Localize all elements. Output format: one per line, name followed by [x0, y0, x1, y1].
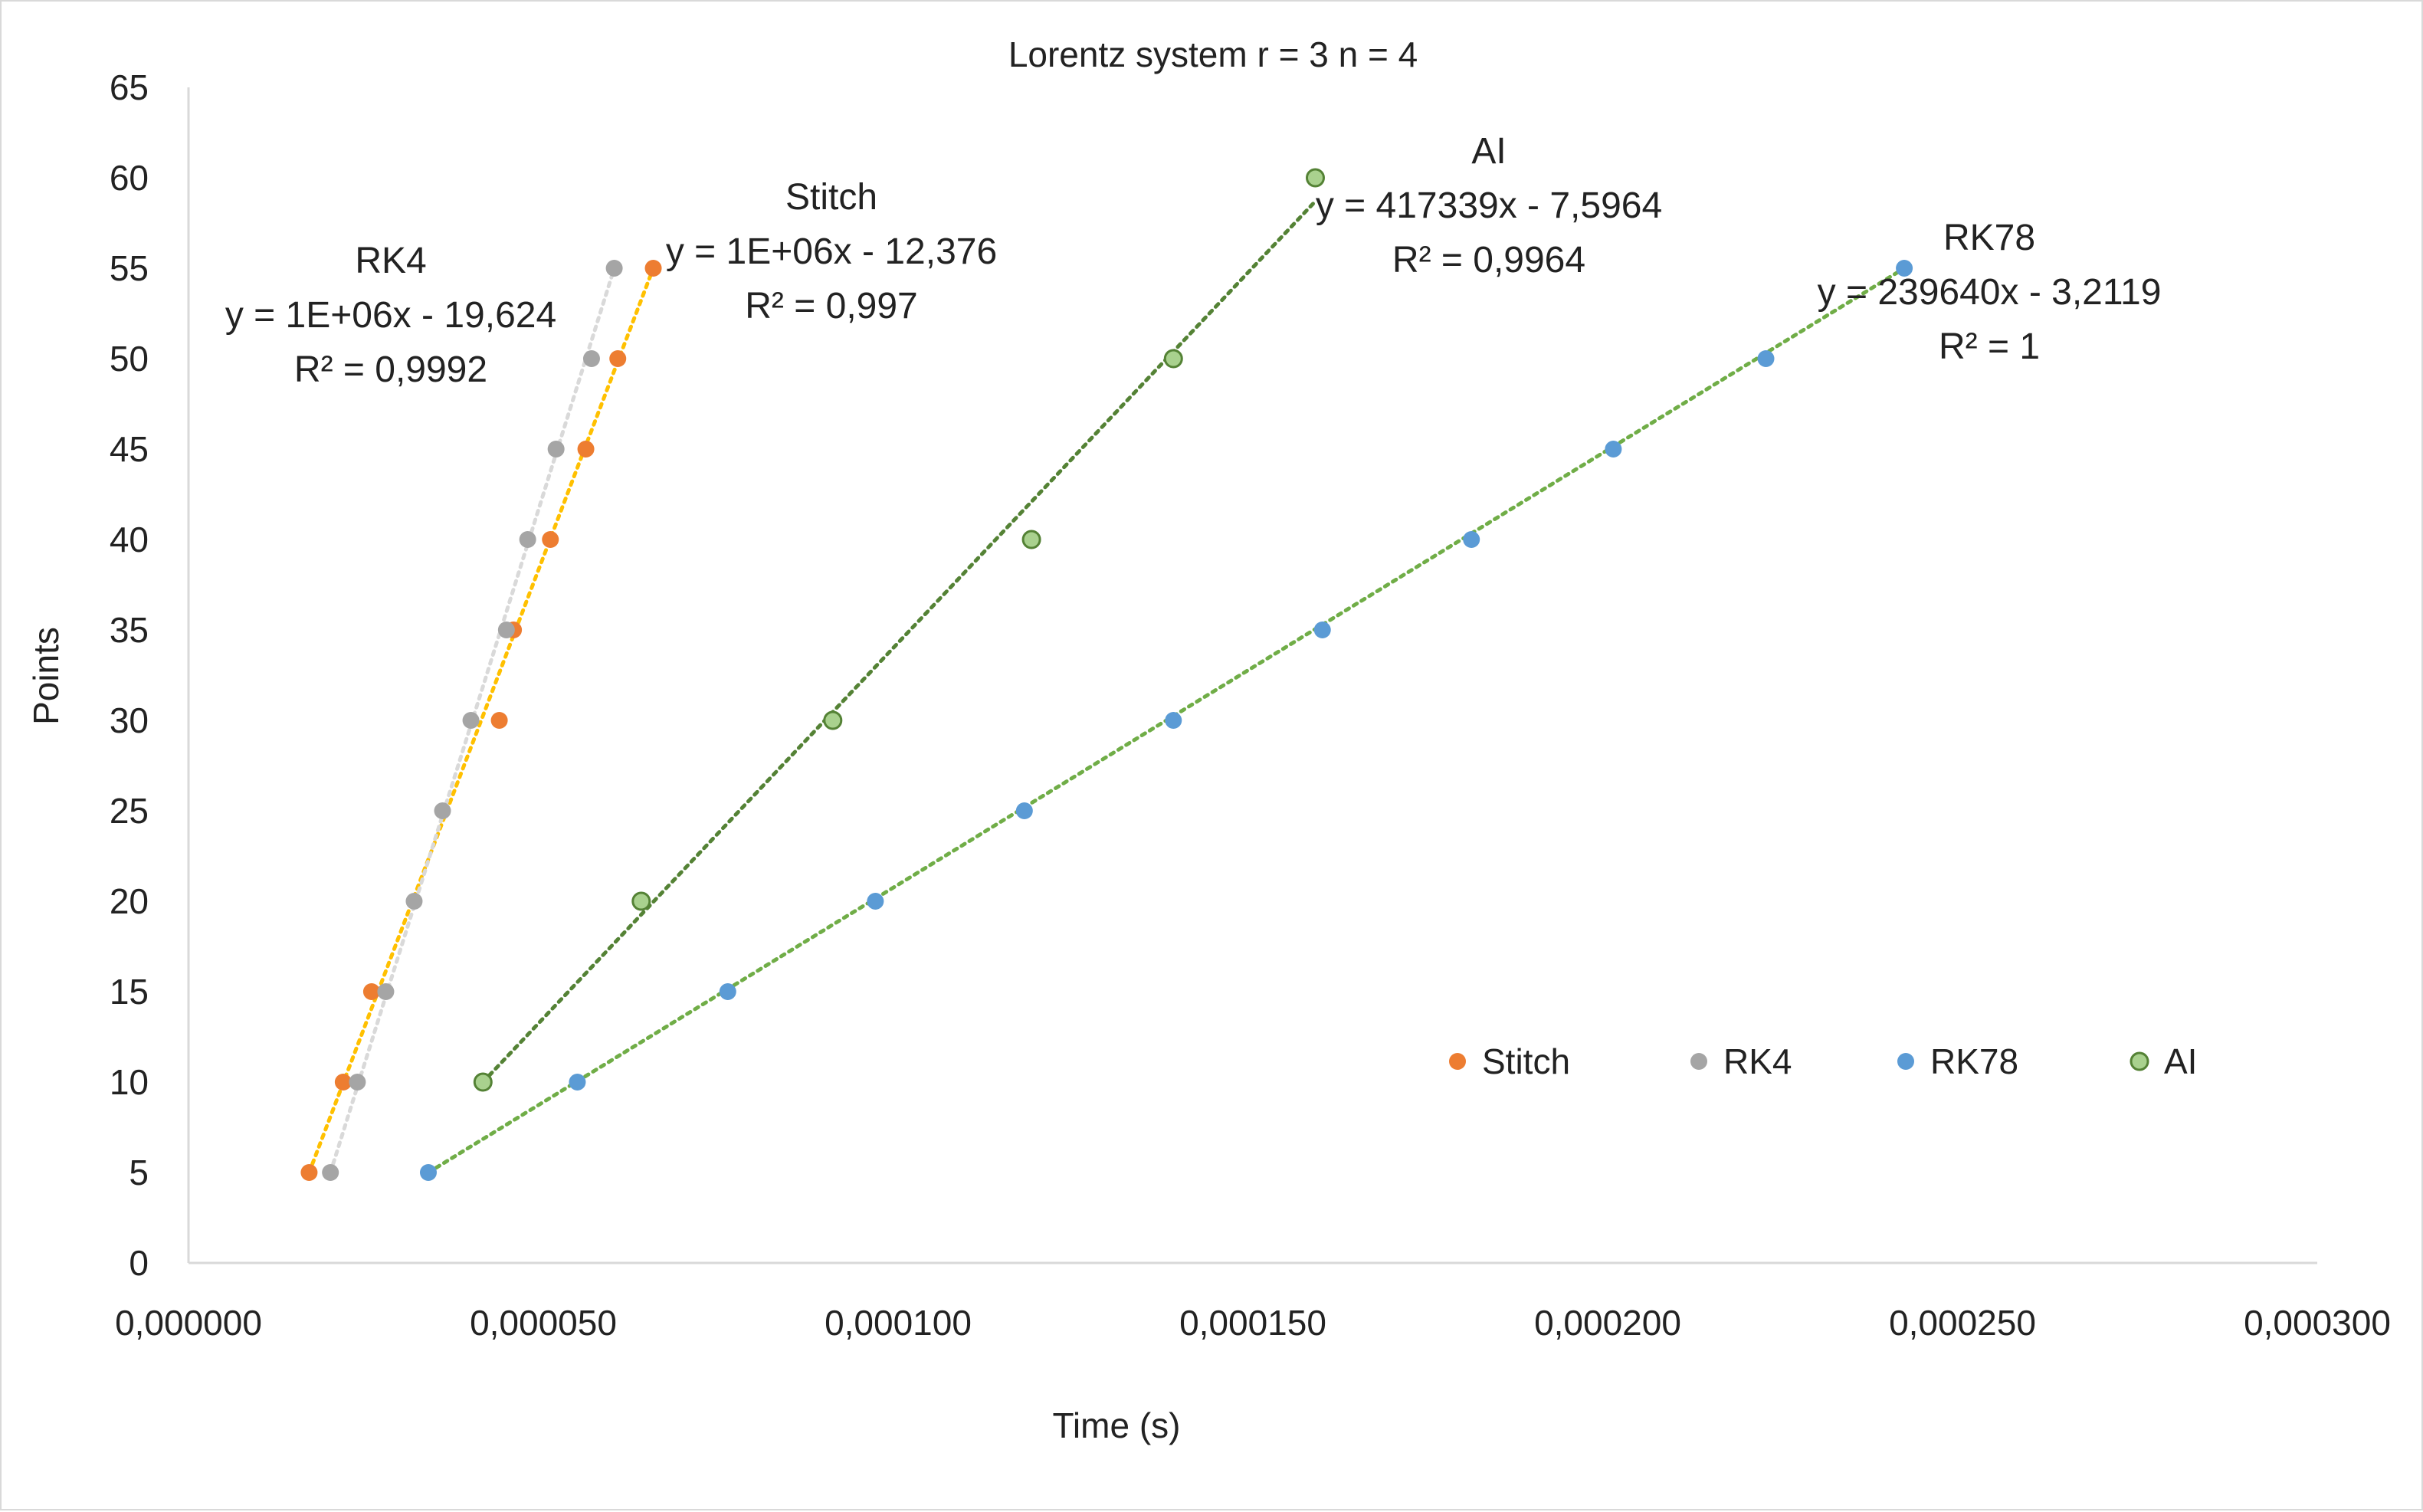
point-rk78: [1605, 441, 1622, 458]
legend-label-rk78: RK78: [1930, 1041, 2018, 1081]
point-rk4: [519, 531, 536, 548]
point-ai: [473, 1072, 493, 1092]
y-tick-label: 25: [110, 791, 149, 831]
x-tick-label: 0,000000: [115, 1303, 262, 1343]
trendline-stitch: [307, 266, 656, 1175]
point-rk78: [419, 1164, 437, 1181]
point-rk78: [1165, 712, 1182, 729]
point-rk4: [377, 983, 395, 1000]
point-stitch: [609, 350, 627, 367]
y-tick-label: 45: [110, 429, 149, 469]
data-points: [300, 168, 1913, 1181]
point-rk4: [349, 1074, 366, 1091]
trendlines: [307, 199, 1907, 1175]
point-rk4: [582, 350, 600, 367]
point-stitch: [577, 441, 595, 458]
point-rk4: [605, 260, 623, 277]
x-tick-label: 0,000300: [2244, 1303, 2391, 1343]
point-stitch: [644, 260, 662, 277]
point-ai: [823, 710, 843, 730]
point-rk4: [497, 622, 515, 638]
y-axis-label: Points: [26, 627, 66, 725]
point-stitch: [490, 712, 508, 729]
legend-marker-rk4: [1690, 1053, 1707, 1070]
y-tick-label: 35: [110, 610, 149, 650]
legend-label-ai: AI: [2164, 1041, 2197, 1081]
chart-title: Lorentz system r = 3 n = 4: [1008, 34, 1418, 74]
point-ai: [1305, 168, 1325, 188]
x-tick-label: 0,000050: [470, 1303, 617, 1343]
point-rk78: [719, 983, 736, 1000]
annotation-equation-stitch: y = 1E+06x - 12,376: [666, 231, 997, 272]
y-tick-label: 60: [110, 158, 149, 198]
y-tick-label: 10: [110, 1062, 149, 1102]
point-rk78: [1015, 802, 1033, 819]
legend-marker-ai: [2130, 1051, 2149, 1071]
y-tick-label: 20: [110, 881, 149, 921]
point-rk4: [405, 893, 423, 910]
y-tick-label: 5: [129, 1153, 149, 1192]
y-tick-label: 0: [129, 1243, 149, 1283]
annotation-equation-rk4: y = 1E+06x - 19,624: [225, 295, 556, 336]
point-rk78: [867, 893, 884, 910]
x-axis-label: Time (s): [1053, 1405, 1181, 1445]
legend-marker-stitch: [1449, 1053, 1466, 1070]
point-stitch: [362, 983, 380, 1000]
point-rk4: [462, 712, 480, 729]
annotation-r2-stitch: R² = 0,997: [745, 286, 917, 326]
legend-label-rk4: RK4: [1723, 1041, 1792, 1081]
legend-label-stitch: Stitch: [1482, 1041, 1570, 1081]
y-tick-label: 30: [110, 700, 149, 740]
annotation-equation-ai: y = 417339x - 7,5964: [1316, 185, 1662, 226]
trendline-ai: [480, 199, 1317, 1084]
annotation-equation-rk78: y = 239640x - 3,2119: [1818, 272, 2162, 313]
point-rk4: [434, 802, 451, 819]
annotation-name-stitch: Stitch: [785, 177, 877, 218]
annotation-name-rk4: RK4: [355, 241, 426, 281]
annotation-r2-rk78: R² = 1: [1939, 326, 2040, 367]
point-rk78: [1896, 260, 1913, 277]
point-rk4: [547, 441, 565, 458]
y-tick-label: 40: [110, 520, 149, 559]
point-rk78: [1463, 531, 1480, 548]
annotation-r2-ai: R² = 0,9964: [1392, 240, 1585, 280]
point-ai: [631, 891, 651, 911]
y-tick-label: 55: [110, 248, 149, 288]
point-ai: [1021, 530, 1041, 549]
x-tick-label: 0,000200: [1534, 1303, 1681, 1343]
x-tick-label: 0,000250: [1889, 1303, 2036, 1343]
y-tick-label: 15: [110, 972, 149, 1012]
annotation-r2-rk4: R² = 0,9992: [294, 349, 487, 390]
annotation-name-rk78: RK78: [1943, 218, 2035, 258]
legend: Stitch RK4 RK78 AI: [1449, 1041, 2197, 1081]
point-rk78: [569, 1074, 586, 1091]
y-tick-label: 50: [110, 339, 149, 379]
point-rk78: [1757, 350, 1775, 367]
legend-marker-rk78: [1897, 1053, 1914, 1070]
axes: 0 5 10 15 20 25 30 35 40 45 50 55 60 65 0,000000 0,0000…: [110, 67, 2391, 1343]
point-rk78: [1313, 622, 1331, 638]
point-stitch: [542, 531, 559, 548]
x-tick-label: 0,000150: [1179, 1303, 1326, 1343]
trendline-annotations: RK4 y = 1E+06x - 19,624 R² = 0,9992 Stitch y…: [225, 131, 2162, 390]
point-stitch: [334, 1074, 352, 1091]
x-tick-label: 0,000100: [825, 1303, 972, 1343]
point-stitch: [300, 1164, 318, 1181]
point-ai: [1163, 349, 1183, 369]
point-rk4: [322, 1164, 339, 1181]
y-tick-label: 65: [110, 67, 149, 107]
annotation-name-ai: AI: [1471, 131, 1506, 172]
